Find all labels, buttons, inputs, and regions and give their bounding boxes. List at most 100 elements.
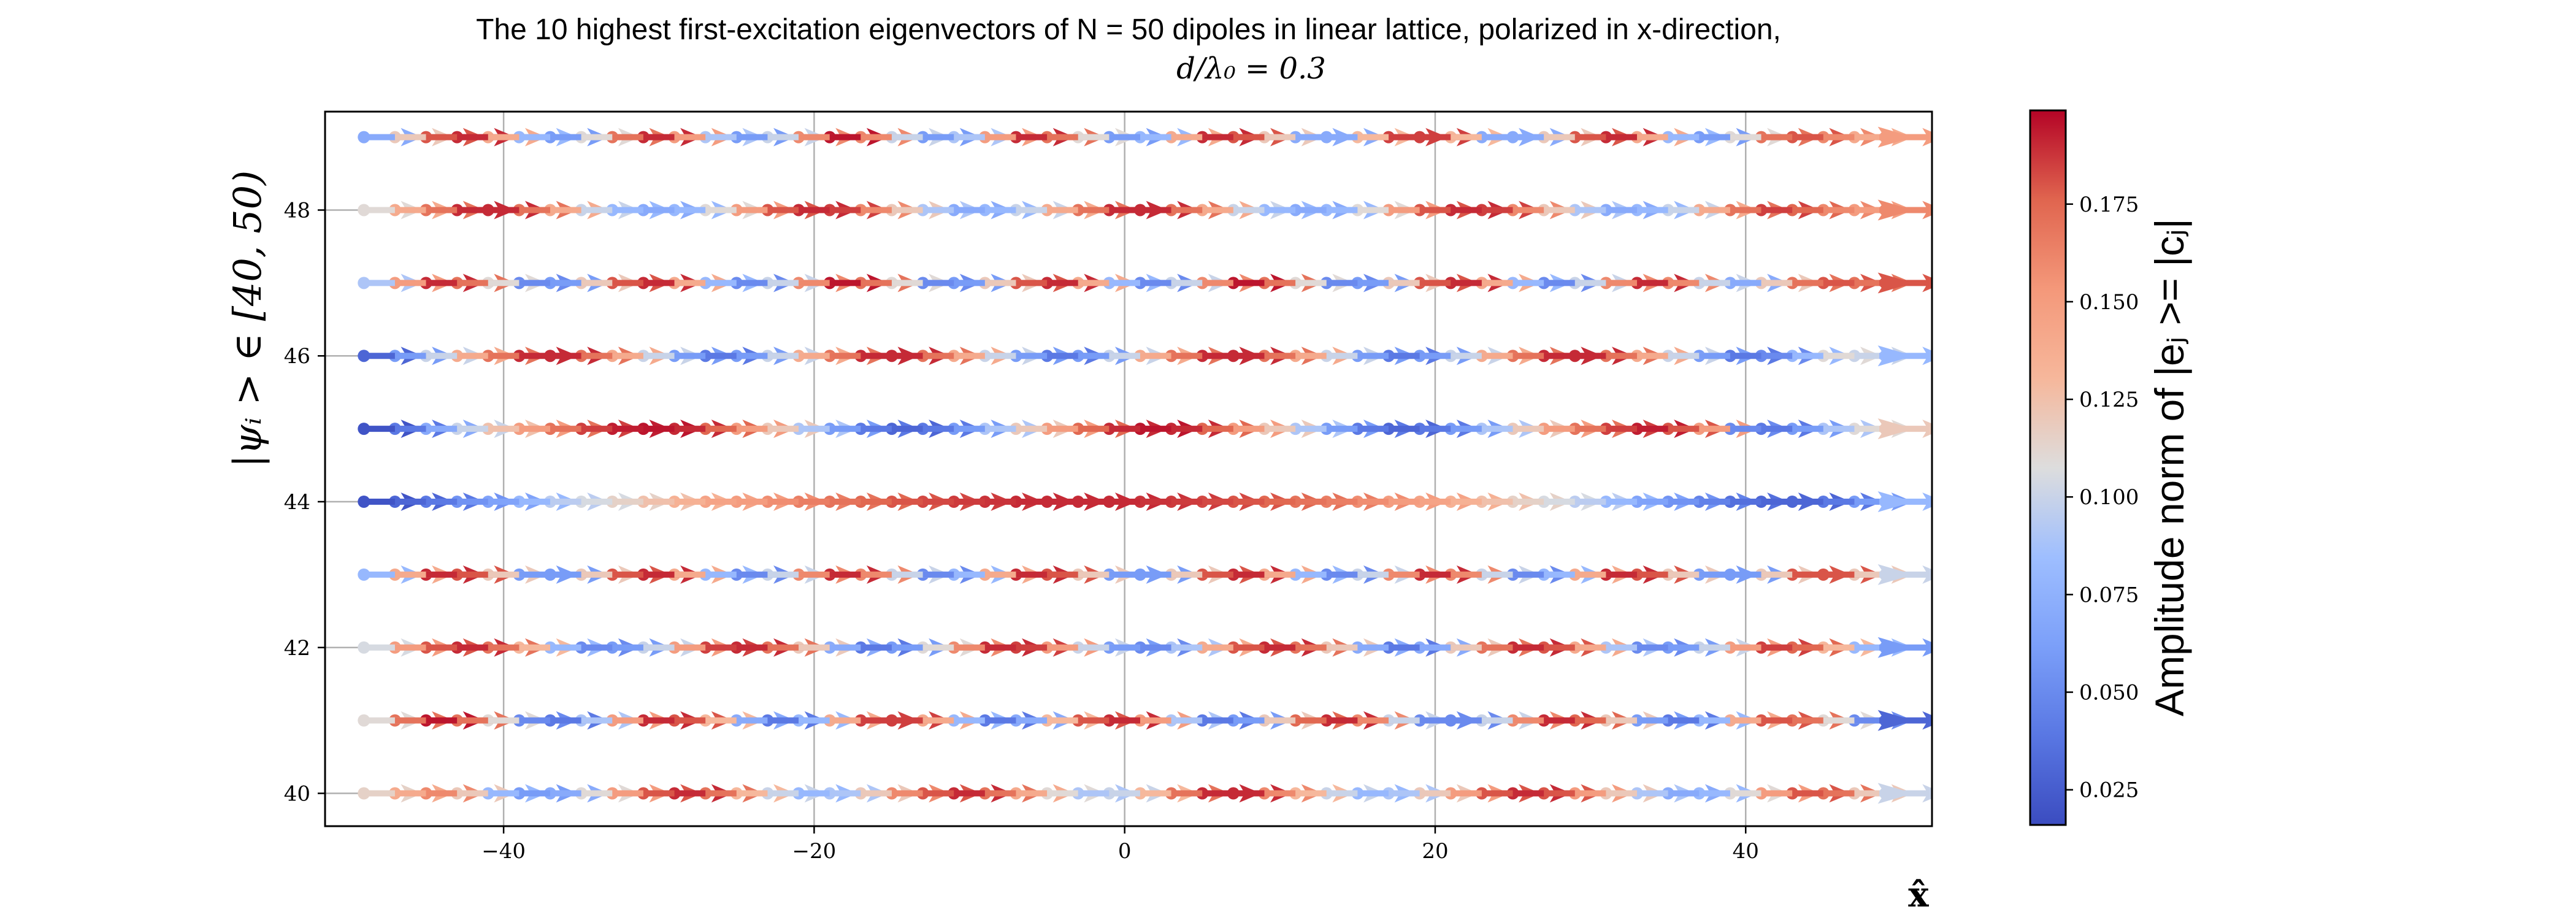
dipole-arrow <box>581 565 640 584</box>
dipole-arrow <box>457 565 516 584</box>
dipole-arrow <box>1016 274 1075 293</box>
dipole-arrow <box>1202 128 1262 147</box>
dipole-arrow <box>1730 492 1790 511</box>
dipole-arrow <box>674 201 734 220</box>
dipole-arrow <box>643 201 703 220</box>
dipole-arrow <box>1606 565 1665 584</box>
dipole-arrow <box>705 492 765 511</box>
dipole-arrow <box>1823 128 1882 147</box>
dipole-arrow <box>426 565 485 584</box>
dipole-arrow <box>1699 565 1758 584</box>
dipole-arrow <box>1357 128 1417 147</box>
dipole-arrow <box>1357 711 1417 730</box>
dipole-arrow <box>1419 128 1479 147</box>
dipole-arrow <box>488 565 547 584</box>
dipole-row <box>358 272 1932 294</box>
dipole-arrow <box>1699 638 1758 657</box>
dipole-arrow <box>581 784 640 803</box>
dipole-arrow <box>1389 492 1448 511</box>
dipole-arrow <box>1451 128 1510 147</box>
dipole-arrow <box>1823 711 1882 730</box>
dipole-arrow <box>364 711 423 730</box>
dipole-arrow <box>954 638 1013 657</box>
dipole-arrow <box>1574 492 1634 511</box>
dipole-arrow <box>1109 420 1168 439</box>
dipole-arrow <box>861 347 920 366</box>
dipole-arrow <box>1357 347 1417 366</box>
dipole-arrow <box>861 711 920 730</box>
dipole-arrow <box>612 638 672 657</box>
dipole-arrow <box>1264 638 1324 657</box>
dipole-arrow <box>829 492 889 511</box>
dipole-arrow <box>954 711 1013 730</box>
dipole-arrow <box>1637 784 1696 803</box>
dipole-arrow <box>767 638 827 657</box>
dipole-arrow <box>891 420 951 439</box>
dipole-arrow <box>457 420 516 439</box>
chart-title-line1: The 10 highest first-excitation eigenvec… <box>476 13 1781 46</box>
dipole-arrow <box>426 638 485 657</box>
dipole-arrow <box>1078 420 1137 439</box>
dipole-arrow <box>488 347 547 366</box>
dipole-arrow <box>643 274 703 293</box>
dipole-arrow <box>1606 784 1665 803</box>
dipole-arrow <box>519 784 578 803</box>
dipole-arrow <box>1668 784 1727 803</box>
dipole-arrow <box>922 201 982 220</box>
dipole-arrow <box>1202 274 1262 293</box>
dipole-arrow <box>1047 347 1106 366</box>
dipole-arrow <box>1171 201 1230 220</box>
dipole-arrow <box>1047 420 1106 439</box>
dipole-arrow <box>1264 274 1324 293</box>
y-tick-label: 44 <box>284 490 310 515</box>
dipole-arrow <box>891 784 951 803</box>
dipole-arrow <box>1140 128 1200 147</box>
dipole-arrow <box>1295 347 1355 366</box>
dipole-arrow <box>1202 347 1262 366</box>
dipole-arrow <box>550 420 610 439</box>
dipole-arrow <box>1792 128 1852 147</box>
dipole-arrow <box>1451 638 1510 657</box>
plot-frame <box>324 110 1933 827</box>
dipole-arrow <box>612 274 672 293</box>
dipole-row <box>358 710 1932 731</box>
dipole-arrow <box>954 347 1013 366</box>
dipole-arrow <box>612 492 672 511</box>
dipole-arrow <box>1761 711 1820 730</box>
dipole-arrow <box>1109 565 1168 584</box>
dipole-arrow <box>891 565 951 584</box>
dipole-arrow <box>1357 784 1417 803</box>
dipole-arrow <box>705 128 765 147</box>
dipole-arrow <box>488 128 547 147</box>
dipole-arrow-final <box>1877 126 1914 148</box>
dipole-arrow-final <box>1877 783 1914 804</box>
dipole-arrow <box>1606 711 1665 730</box>
dipole-arrow <box>1637 711 1696 730</box>
dipole-arrow <box>1792 274 1852 293</box>
dipole-arrow <box>581 347 640 366</box>
dipole-arrow <box>1730 565 1790 584</box>
dipole-arrow <box>1668 274 1727 293</box>
dipole-arrow-final <box>1877 710 1914 731</box>
dipole-arrow <box>1326 201 1386 220</box>
dipole-arrow <box>922 492 982 511</box>
dipole-arrow <box>1264 201 1324 220</box>
dipole-arrow <box>1171 784 1230 803</box>
dipole-arrow <box>364 638 423 657</box>
dipole-arrow <box>1730 711 1790 730</box>
dipole-arrow <box>1699 347 1758 366</box>
colorbar-tick-label: 0.025 <box>2079 778 2139 803</box>
dipole-arrow <box>1357 420 1417 439</box>
dipole-arrow <box>1171 638 1230 657</box>
dipole-arrow <box>519 274 578 293</box>
colorbar-tick-label: 0.175 <box>2079 193 2139 217</box>
dipole-arrow <box>1047 128 1106 147</box>
dipole-arrow <box>1202 565 1262 584</box>
dipole-arrow <box>1481 638 1541 657</box>
dipole-arrow <box>1481 347 1541 366</box>
x-axis-ticks: −40 −20 0 20 40 <box>481 826 1759 864</box>
dipole-arrow <box>1512 128 1572 147</box>
dipole-arrow <box>1606 128 1665 147</box>
dipole-arrow <box>829 420 889 439</box>
